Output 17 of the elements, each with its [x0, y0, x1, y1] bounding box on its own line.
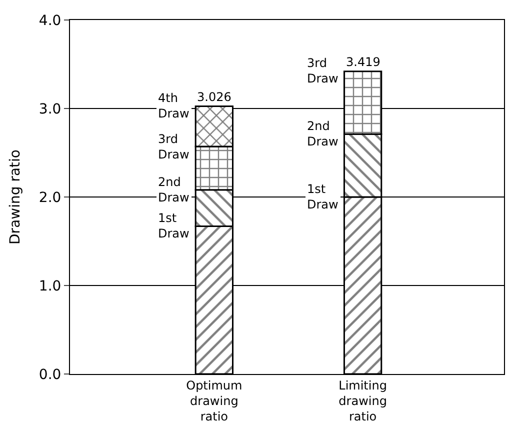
- y-tick-label: 2.0: [38, 190, 62, 206]
- x-tick-label: Limiting drawing ratio: [338, 378, 387, 424]
- text: 1st Draw: [158, 211, 190, 241]
- text: 2nd Draw: [158, 175, 190, 205]
- total-label: 3.419: [346, 55, 380, 69]
- x-tick-label: Optimum drawing ratio: [186, 378, 242, 424]
- y-axis-title: Drawing ratio: [8, 150, 24, 244]
- y-tick-label: 1.0: [38, 278, 62, 294]
- y-tick-label: 4.0: [38, 12, 62, 29]
- series-label: 1st Draw: [307, 182, 339, 212]
- y-tick-label: 0.0: [38, 366, 62, 383]
- series-label: 2nd Draw: [307, 119, 339, 149]
- y-tick-label: 3.0: [38, 101, 62, 118]
- series-label: 4th Draw: [158, 91, 190, 121]
- total-label: 3.026: [197, 90, 232, 104]
- series-label: 3rd Draw: [307, 56, 339, 86]
- text: 3rd Draw: [158, 132, 190, 162]
